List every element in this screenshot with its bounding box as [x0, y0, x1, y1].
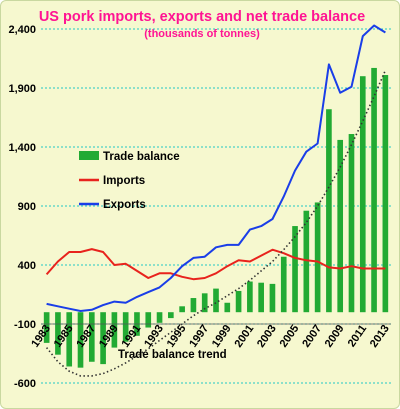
x-tick-label: 2011	[346, 323, 370, 349]
y-tick-label: 2,400	[8, 24, 36, 36]
trade-balance-bar	[269, 283, 276, 313]
x-tick-label: 2005	[278, 323, 302, 350]
trade-balance-bar	[77, 312, 84, 368]
trade-balance-bar	[280, 256, 287, 313]
trade-balance-bars	[43, 67, 389, 368]
x-tick-label: 1999	[210, 323, 234, 350]
trade-balance-bar	[145, 312, 152, 328]
exports-line	[46, 24, 386, 312]
trade-balance-bar	[258, 282, 264, 313]
trade-balance-bar	[156, 312, 163, 323]
x-tick-label: 2007	[300, 323, 324, 350]
trade-balance-bar	[292, 226, 298, 313]
trade-balance-bar	[111, 312, 118, 348]
x-tick-label: 1995	[165, 323, 189, 350]
trade-balance-bar	[213, 288, 219, 313]
y-tick-label: 400	[18, 260, 36, 272]
x-tick-label: 2013	[368, 323, 392, 350]
trade-balance-bar	[348, 134, 355, 313]
trade-balance-bar	[100, 312, 106, 365]
trade-balance-bar	[66, 312, 73, 367]
trade-balance-bar	[326, 109, 332, 313]
trade-balance-bar	[303, 210, 310, 313]
trade-balance-bar	[179, 306, 185, 313]
x-tick-label: 2003	[255, 323, 279, 350]
legend-label: Trade balance	[103, 151, 180, 163]
chart-subtitle: (thousands of tonnes)	[144, 28, 260, 40]
y-tick-label: -100	[14, 319, 36, 331]
x-axis-ticks: 1983198519871989199119931995199719992001…	[29, 323, 392, 350]
x-tick-label: 2009	[323, 323, 347, 350]
x-tick-label: 2001	[232, 323, 256, 350]
trade-balance-bar	[43, 312, 50, 343]
trade-balance-bar	[168, 312, 174, 319]
y-axis-ticks: -600 -100 400 900 1,400 1,900 2,400	[8, 24, 36, 390]
trade-balance-bar	[337, 139, 344, 313]
trend-annotation: Trade balance trend	[118, 349, 227, 361]
legend-swatch	[79, 151, 99, 160]
annotations: Trade balance trend	[118, 349, 227, 361]
series-lines	[45, 24, 387, 377]
trade-balance-bar	[382, 75, 389, 313]
trade-balance-bar	[371, 67, 377, 313]
trade-balance-bar	[247, 281, 253, 313]
trade-balance-bar	[55, 312, 61, 355]
trade-balance-bar	[314, 202, 321, 313]
legend: Trade balance Imports Exports	[79, 151, 180, 211]
trade-balance-bar	[201, 293, 208, 313]
y-tick-label: 1,400	[8, 142, 36, 154]
trade-balance-bar	[224, 302, 231, 313]
trade-balance-trend-line	[45, 69, 387, 377]
x-tick-label: 1997	[187, 323, 211, 350]
trade-balance-bar	[88, 312, 95, 362]
chart-title: US pork imports, exports and net trade b…	[39, 9, 365, 25]
trade-balance-bar	[359, 76, 366, 313]
legend-label: Exports	[103, 199, 146, 211]
trade-balance-bar	[190, 298, 197, 313]
legend-label: Imports	[103, 175, 145, 187]
imports-line	[45, 248, 386, 281]
trade-balance-bar	[122, 312, 129, 342]
trade-balance-bar	[235, 290, 242, 313]
y-tick-label: 1,900	[8, 83, 36, 95]
y-tick-label: 900	[18, 201, 36, 213]
y-tick-label: -600	[14, 378, 36, 390]
